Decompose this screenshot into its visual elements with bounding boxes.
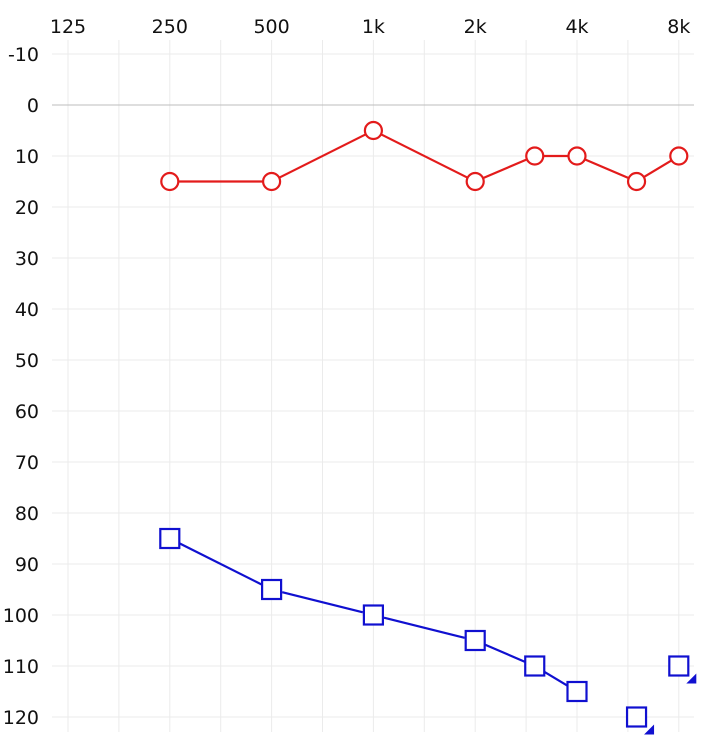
grid (52, 40, 694, 732)
y-tick-label: 100 (3, 605, 39, 627)
series-line-segment (281, 591, 364, 614)
series-line-segment (482, 158, 528, 180)
series-line-segment (380, 133, 469, 179)
data-point-square (362, 604, 384, 626)
data-point-circle (363, 120, 383, 141)
series-line-segment (484, 643, 526, 663)
x-tick-label: 500 (253, 16, 289, 38)
y-tick-label: 40 (15, 299, 39, 321)
x-tick-label: 1k (362, 16, 385, 38)
y-tick-label: 20 (15, 197, 39, 219)
y-tick-label: 70 (15, 452, 39, 474)
data-point-circle (626, 171, 647, 192)
x-tick-label: 125 (50, 16, 86, 38)
series-square (159, 527, 697, 735)
data-point-circle (525, 146, 545, 166)
data-point-square (464, 629, 486, 652)
series-circle (160, 120, 689, 192)
y-tick-label: 80 (15, 503, 39, 525)
series-layer (159, 120, 697, 735)
no-response-arrow-icon (686, 673, 697, 684)
series-line-segment (278, 133, 367, 179)
data-point-circle (160, 171, 180, 192)
data-point-square (566, 680, 588, 703)
y-tick-label: 110 (3, 656, 39, 678)
y-axis-ticks: -10 0 10 20 30 40 50 60 70 80 90 100 110 120 (3, 44, 39, 729)
series-line-segment (584, 158, 630, 180)
series-line-segment (543, 670, 569, 687)
x-axis-ticks: 125 250 500 1k 2k 4k 8k (50, 16, 690, 38)
data-point-square (625, 706, 648, 728)
series-line-segment (643, 159, 673, 179)
y-tick-label: 60 (15, 401, 39, 423)
x-tick-label: 8k (667, 16, 690, 38)
y-tick-label: 90 (15, 554, 39, 576)
data-point-square (261, 578, 283, 601)
y-tick-label: -10 (8, 44, 39, 66)
y-tick-label: 120 (3, 707, 39, 729)
data-point-circle (465, 171, 485, 192)
y-tick-label: 50 (15, 350, 39, 372)
data-point-square (524, 655, 546, 677)
no-response-arrow-icon (644, 724, 655, 735)
series-line-segment (383, 616, 465, 639)
y-tick-label: 0 (27, 95, 39, 117)
data-point-square (159, 527, 181, 550)
data-point-circle (262, 171, 282, 192)
data-point-circle (567, 146, 587, 166)
x-tick-label: 250 (152, 16, 188, 38)
series-line-segment (179, 542, 263, 586)
x-tick-label: 2k (464, 16, 487, 38)
y-tick-label: 10 (15, 146, 39, 168)
data-point-circle (669, 146, 689, 166)
x-tick-label: 4k (565, 16, 588, 38)
y-tick-label: 30 (15, 248, 39, 270)
data-point-square (668, 655, 690, 677)
